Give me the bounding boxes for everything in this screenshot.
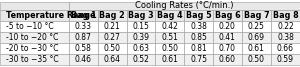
Text: Bag 8: Bag 8 <box>273 11 298 20</box>
Bar <box>0 1 69 10</box>
Text: 0.21: 0.21 <box>104 22 121 31</box>
Bar <box>242 43 271 54</box>
Text: -20 to −30 °C: -20 to −30 °C <box>5 44 58 53</box>
Bar <box>0 21 69 32</box>
Bar <box>271 54 300 66</box>
Text: 0.64: 0.64 <box>104 55 121 64</box>
Bar <box>242 32 271 43</box>
Text: 0.58: 0.58 <box>75 44 92 53</box>
Bar <box>242 54 271 66</box>
Bar <box>69 54 98 66</box>
Text: -30 to −35 °C: -30 to −35 °C <box>5 55 58 64</box>
Text: 0.42: 0.42 <box>161 22 178 31</box>
Text: 0.38: 0.38 <box>277 33 294 42</box>
Text: -10 to −20 °C: -10 to −20 °C <box>5 33 58 42</box>
Bar <box>127 10 155 21</box>
Text: Cooling Rates (°C/min.): Cooling Rates (°C/min.) <box>135 1 234 10</box>
Text: Temperature Range: Temperature Range <box>5 11 95 20</box>
Text: 0.69: 0.69 <box>248 33 265 42</box>
Text: Bag 5: Bag 5 <box>186 11 211 20</box>
Bar <box>213 21 242 32</box>
Text: Bag 3: Bag 3 <box>128 11 154 20</box>
Bar <box>0 10 69 21</box>
Text: 0.59: 0.59 <box>277 55 294 64</box>
Bar <box>127 43 155 54</box>
Text: 0.61: 0.61 <box>248 44 265 53</box>
Bar <box>242 21 271 32</box>
Text: Bag 6: Bag 6 <box>214 11 240 20</box>
Bar <box>98 54 127 66</box>
Bar <box>271 32 300 43</box>
Text: 0.15: 0.15 <box>133 22 149 31</box>
Bar <box>98 32 127 43</box>
Text: 0.33: 0.33 <box>75 22 92 31</box>
Text: 0.39: 0.39 <box>133 33 149 42</box>
Bar <box>127 21 155 32</box>
Text: Bag 4: Bag 4 <box>157 11 183 20</box>
Bar <box>213 54 242 66</box>
Bar <box>69 32 98 43</box>
Text: 0.41: 0.41 <box>219 33 236 42</box>
Text: 0.22: 0.22 <box>277 22 294 31</box>
Bar <box>184 32 213 43</box>
Bar <box>242 10 271 21</box>
Text: 0.70: 0.70 <box>219 44 236 53</box>
Text: 0.61: 0.61 <box>161 55 178 64</box>
Text: 0.50: 0.50 <box>104 44 121 53</box>
Text: Bag 7: Bag 7 <box>244 11 269 20</box>
Text: 0.85: 0.85 <box>190 33 207 42</box>
Bar <box>127 32 155 43</box>
Bar <box>127 54 155 66</box>
Bar <box>155 32 184 43</box>
Text: 0.75: 0.75 <box>190 55 207 64</box>
Bar <box>155 10 184 21</box>
Bar <box>184 54 213 66</box>
Text: 0.20: 0.20 <box>219 22 236 31</box>
Bar <box>213 32 242 43</box>
Bar <box>98 43 127 54</box>
Bar <box>155 21 184 32</box>
Text: 0.87: 0.87 <box>75 33 92 42</box>
Text: 0.66: 0.66 <box>277 44 294 53</box>
Bar <box>69 10 98 21</box>
Text: 0.50: 0.50 <box>161 44 178 53</box>
Text: 0.63: 0.63 <box>133 44 149 53</box>
Text: Bag 2: Bag 2 <box>99 11 125 20</box>
Bar <box>0 43 69 54</box>
Text: 0.51: 0.51 <box>161 33 178 42</box>
Bar <box>271 43 300 54</box>
Text: 0.25: 0.25 <box>248 22 265 31</box>
Bar <box>155 43 184 54</box>
Bar <box>213 43 242 54</box>
Text: 0.60: 0.60 <box>219 55 236 64</box>
Bar <box>69 43 98 54</box>
Text: 0.52: 0.52 <box>133 55 149 64</box>
Bar <box>0 54 69 66</box>
Bar <box>98 10 127 21</box>
Bar <box>69 21 98 32</box>
Bar <box>271 21 300 32</box>
Bar <box>69 1 300 10</box>
Bar <box>184 10 213 21</box>
Bar <box>0 32 69 43</box>
Text: 0.27: 0.27 <box>104 33 121 42</box>
Bar <box>213 10 242 21</box>
Text: Bag 1: Bag 1 <box>70 11 96 20</box>
Bar <box>98 21 127 32</box>
Text: 0.50: 0.50 <box>248 55 265 64</box>
Bar <box>271 10 300 21</box>
Bar <box>155 54 184 66</box>
Text: 0.38: 0.38 <box>190 22 207 31</box>
Bar <box>184 21 213 32</box>
Text: 0.81: 0.81 <box>190 44 207 53</box>
Text: 0.46: 0.46 <box>75 55 92 64</box>
Text: -5 to −10 °C: -5 to −10 °C <box>5 22 53 31</box>
Bar <box>184 43 213 54</box>
